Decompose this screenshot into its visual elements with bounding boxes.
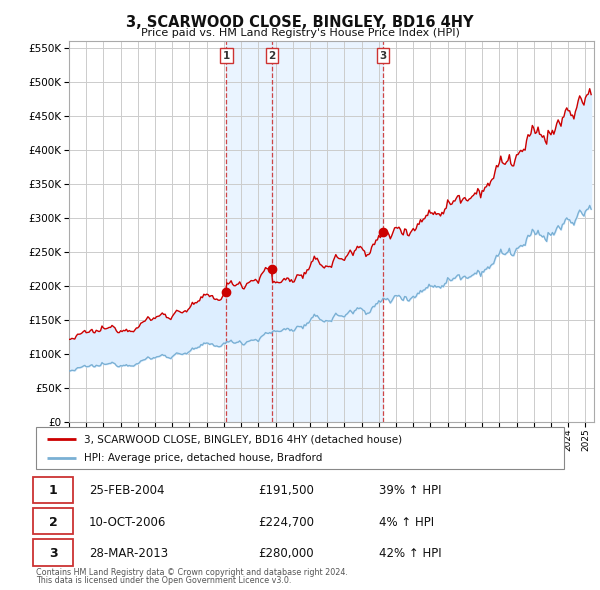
Text: 10-OCT-2006: 10-OCT-2006: [89, 516, 166, 529]
FancyBboxPatch shape: [34, 539, 73, 566]
Text: £224,700: £224,700: [258, 516, 314, 529]
Text: Contains HM Land Registry data © Crown copyright and database right 2024.: Contains HM Land Registry data © Crown c…: [36, 568, 348, 577]
Bar: [226, 41, 272, 422]
FancyBboxPatch shape: [34, 508, 73, 535]
Text: 2: 2: [268, 51, 275, 61]
Text: 3: 3: [49, 547, 58, 560]
Text: 1: 1: [223, 51, 230, 61]
Text: 4% ↑ HPI: 4% ↑ HPI: [379, 516, 434, 529]
Text: 3: 3: [379, 51, 386, 61]
Text: 25-FEB-2004: 25-FEB-2004: [89, 484, 164, 497]
Text: 3, SCARWOOD CLOSE, BINGLEY, BD16 4HY: 3, SCARWOOD CLOSE, BINGLEY, BD16 4HY: [126, 15, 474, 30]
FancyBboxPatch shape: [34, 477, 73, 503]
Text: 42% ↑ HPI: 42% ↑ HPI: [379, 547, 442, 560]
Text: Price paid vs. HM Land Registry's House Price Index (HPI): Price paid vs. HM Land Registry's House …: [140, 28, 460, 38]
Text: 3, SCARWOOD CLOSE, BINGLEY, BD16 4HY (detached house): 3, SCARWOOD CLOSE, BINGLEY, BD16 4HY (de…: [83, 434, 401, 444]
Text: 39% ↑ HPI: 39% ↑ HPI: [379, 484, 442, 497]
Text: £191,500: £191,500: [258, 484, 314, 497]
Bar: [272, 41, 383, 422]
Text: 2: 2: [49, 516, 58, 529]
Text: 1: 1: [49, 484, 58, 497]
Text: £280,000: £280,000: [258, 547, 313, 560]
Text: This data is licensed under the Open Government Licence v3.0.: This data is licensed under the Open Gov…: [36, 576, 292, 585]
Text: 28-MAR-2013: 28-MAR-2013: [89, 547, 168, 560]
Text: HPI: Average price, detached house, Bradford: HPI: Average price, detached house, Brad…: [83, 454, 322, 463]
